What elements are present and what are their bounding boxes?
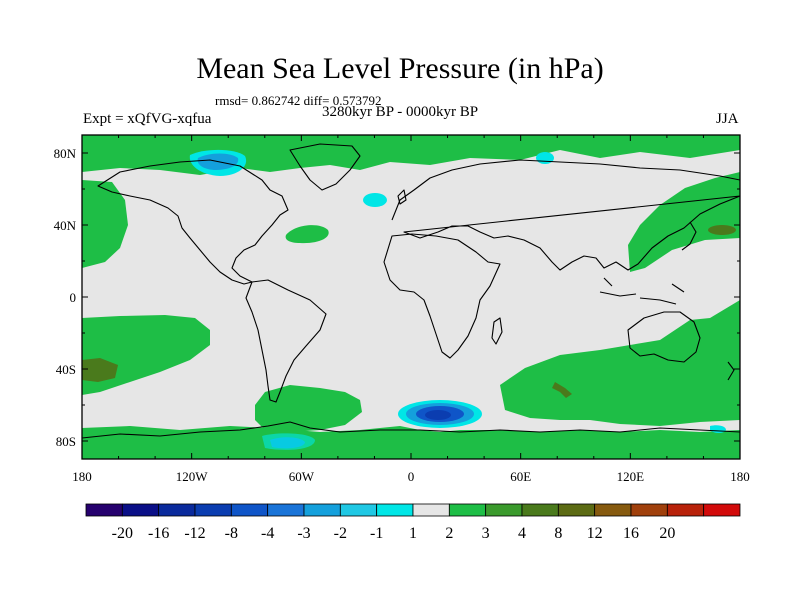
- colorbar-swatch: [703, 503, 741, 517]
- colorbar-label: 2: [445, 525, 453, 542]
- contour-fields: [82, 135, 740, 459]
- colorbar-swatch: [630, 503, 668, 517]
- coastlines: [82, 143, 740, 439]
- lon-tick-label: 180: [730, 469, 750, 484]
- colorbar-swatch: [412, 503, 450, 517]
- lat-tick-label: 80N: [54, 146, 77, 161]
- colorbar-swatch: [485, 503, 523, 517]
- colorbar-label: 3: [482, 525, 490, 542]
- colorbar-swatch: [376, 503, 414, 517]
- coast-greenland: [289, 143, 361, 191]
- colorbar-label: 16: [623, 525, 639, 542]
- coast-australia: [627, 311, 701, 363]
- colorbar-swatch: [267, 503, 305, 517]
- colorbar-label: 4: [518, 525, 526, 542]
- colorbar-label: -1: [370, 525, 383, 542]
- coast-new-zealand: [727, 361, 735, 381]
- colorbar-label: 20: [659, 525, 675, 542]
- lat-tick-label: 0: [70, 290, 77, 305]
- colorbar-swatch: [194, 503, 232, 517]
- contour-sindian-green: [500, 300, 740, 426]
- contour-arctic-green: [82, 135, 740, 175]
- contour-wnpacific-green: [628, 172, 740, 272]
- contour-satlantic-green: [255, 385, 362, 432]
- colorbar-label: -2: [334, 525, 347, 542]
- coast-indonesia: [599, 277, 685, 305]
- contour-siberia-cyan: [536, 152, 554, 164]
- lat-tick-label: 40N: [54, 218, 77, 233]
- colorbar-label: -16: [148, 525, 169, 542]
- colorbar: -20 -16 -12 -8 -4 -3 -2 -1 1 2 3 4 8 12 16 20: [85, 503, 741, 542]
- time-period-label: 3280kyr BP - 0000kyr BP: [321, 104, 479, 120]
- experiment-label: Expt = xQfVG-xqfua: [83, 111, 212, 127]
- colorbar-swatch: [448, 503, 487, 517]
- colorbar-label: -20: [112, 525, 133, 542]
- lon-tick-label: 180: [72, 469, 92, 484]
- colorbar-label: 1: [409, 525, 417, 542]
- coast-japan: [681, 221, 697, 251]
- colorbar-swatch: [85, 503, 123, 517]
- contour-atlantic-green: [285, 225, 329, 244]
- colorbar-label: -8: [225, 525, 238, 542]
- contour-brown-spacific: [82, 358, 118, 382]
- axis-ticks: 80N 40N 0 40S 80S 180 120W 60W 0 60E 120E 180: [54, 135, 750, 484]
- contour-natlantic-cyan: [363, 193, 387, 207]
- coast-antarctica: [82, 421, 740, 439]
- lon-tick-label: 60E: [510, 469, 531, 484]
- colorbar-label: -4: [261, 525, 274, 542]
- contour-brown-wpacific: [708, 225, 736, 235]
- colorbar-swatch: [339, 503, 378, 517]
- colorbar-swatch: [303, 503, 341, 517]
- coast-south-america: [245, 279, 327, 403]
- lon-tick-label: 120E: [617, 469, 645, 484]
- coast-british-isles: [397, 189, 407, 205]
- colorbar-swatch: [230, 503, 269, 517]
- contour-brown-sindian: [552, 382, 572, 398]
- colorbar-label: 12: [587, 525, 603, 542]
- contour-npacific-green: [82, 180, 128, 268]
- lat-tick-label: 80S: [56, 434, 76, 449]
- colorbar-swatch: [121, 503, 160, 517]
- coast-africa: [383, 233, 501, 359]
- season-label: JJA: [716, 111, 739, 127]
- contour-antarctic-cyan-1: [262, 433, 315, 450]
- coast-madagascar: [491, 317, 503, 345]
- colorbar-swatch: [158, 503, 196, 517]
- lon-tick-label: 120W: [176, 469, 209, 484]
- coast-eurasia: [391, 159, 740, 271]
- lon-tick-label: 60W: [289, 469, 315, 484]
- coast-north-america: [97, 159, 289, 285]
- rmsd-diff-stats: rmsd= 0.862742 diff= 0.573792: [215, 93, 382, 108]
- colorbar-label: -3: [297, 525, 310, 542]
- colorbar-swatch: [666, 503, 705, 517]
- contour-antarctic-green: [82, 426, 740, 459]
- chart-title: Mean Sea Level Pressure (in hPa): [196, 52, 604, 85]
- lat-tick-label: 40S: [56, 362, 76, 377]
- colorbar-swatch: [521, 503, 559, 517]
- lon-tick-label: 0: [408, 469, 415, 484]
- colorbar-label: 8: [554, 525, 562, 542]
- colorbar-swatch: [594, 503, 632, 517]
- contour-low-darkblue: [425, 410, 451, 420]
- colorbar-label: -12: [184, 525, 205, 542]
- colorbar-swatch: [557, 503, 596, 517]
